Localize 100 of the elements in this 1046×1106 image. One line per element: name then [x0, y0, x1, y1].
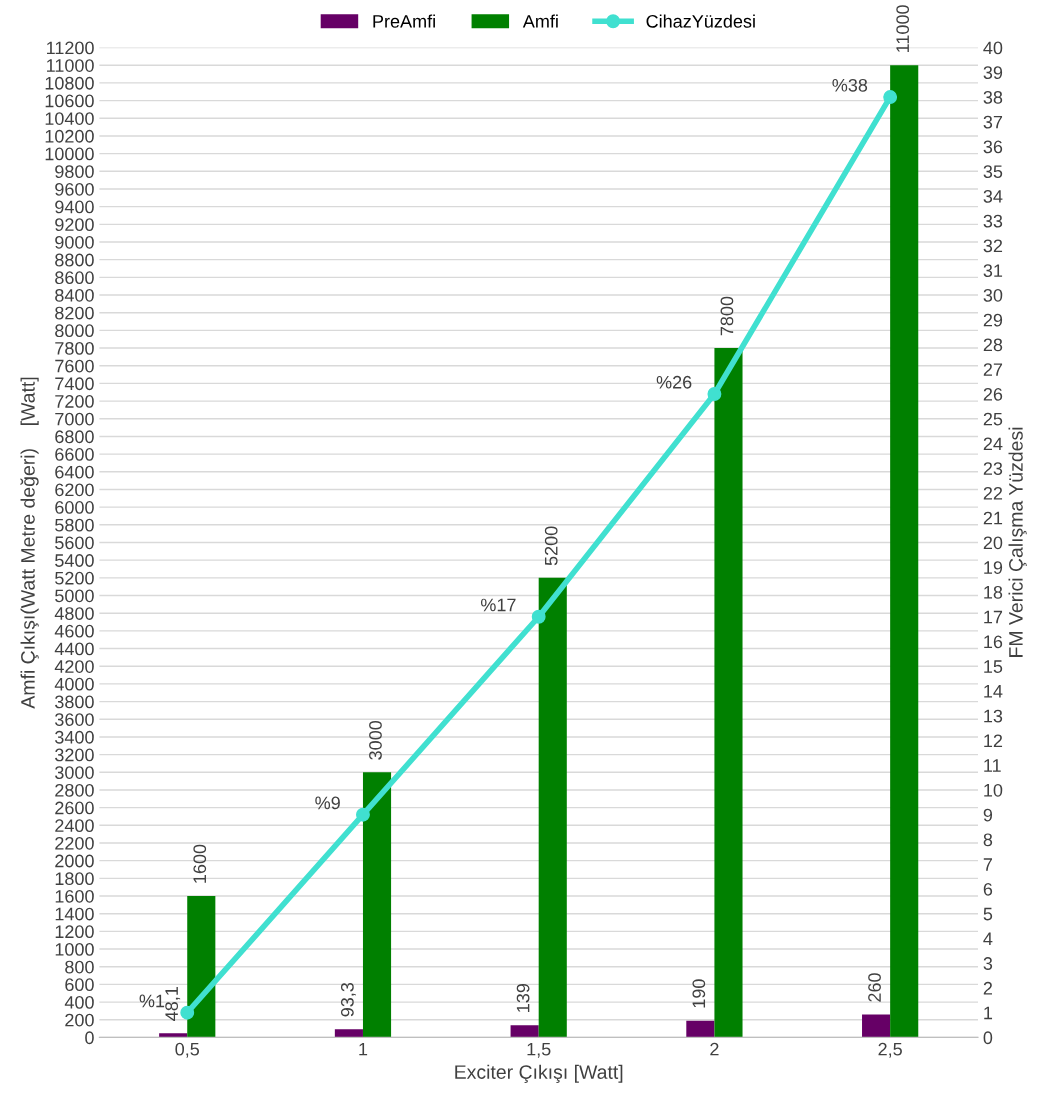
data-label: 93,3 [340, 982, 356, 1017]
y-tick-label: 1600 [55, 889, 94, 903]
y2-tick-label: 39 [983, 66, 1003, 80]
x-tick-label: 2,5 [878, 1042, 902, 1058]
y-tick-label: 4800 [54, 607, 94, 620]
y-tick-label: 7600 [55, 359, 94, 373]
bar [890, 65, 919, 1038]
y2-tick-label: 24 [983, 437, 1003, 451]
y2-tick-label: 22 [983, 486, 1003, 500]
y2-tick-label: 25 [983, 412, 1003, 426]
y2-tick-label: 12 [984, 734, 1003, 748]
y-tick-label: 4600 [54, 624, 94, 638]
bar [862, 1014, 891, 1038]
y2-tick-label: 23 [983, 462, 1003, 475]
y-tick-label: 7200 [55, 395, 94, 408]
y2-tick-label: 2 [983, 981, 993, 995]
point [883, 90, 898, 104]
y-tick-label: 5800 [55, 518, 94, 532]
y2-tick-label: 0 [983, 1031, 993, 1045]
y-tick-label: 1000 [55, 942, 94, 956]
data-label: 190 [692, 979, 706, 1008]
y2-tick-label: 32 [983, 239, 1003, 253]
y-tick-label: 10000 [45, 147, 94, 161]
y-tick-label: 2400 [55, 819, 94, 833]
bar [187, 896, 216, 1038]
bar [159, 1033, 188, 1038]
y-tick-label: 6200 [55, 483, 94, 497]
y-tick-label: 9000 [55, 235, 94, 249]
y-tick-label: 2600 [55, 801, 94, 815]
data-label: %26 [656, 375, 692, 389]
y2-tick-label: 34 [983, 189, 1003, 203]
y-tick-label: 8800 [55, 253, 94, 267]
y-tick-label: 9600 [55, 182, 94, 196]
y-tick-label: 6000 [55, 501, 94, 514]
data-label: %1 [139, 994, 165, 1008]
y-tick-label: 10400 [45, 112, 94, 125]
point [180, 1005, 195, 1020]
data-label: 7800 [720, 296, 734, 336]
y2-tick-label: 28 [983, 338, 1003, 352]
y-tick-label: 3200 [55, 748, 94, 762]
x-tick-label: 0,5 [175, 1042, 200, 1058]
y-axis-title: Amfi Çıkışı(Watt Metre değeri) [Watt] [20, 377, 39, 709]
data-label: %9 [315, 796, 340, 810]
y-tick-label: 5400 [55, 554, 94, 567]
y-tick-label: 5000 [55, 589, 94, 603]
y-tick-label: 8600 [55, 271, 94, 285]
bar [686, 1020, 715, 1038]
y-tick-label: 1800 [55, 872, 94, 886]
y2-tick-label: 18 [984, 585, 1003, 599]
data-label: 1600 [193, 844, 207, 883]
y2-tick-label: 40 [983, 41, 1003, 55]
y2-tick-label: 16 [984, 635, 1003, 649]
y2-tick-label: 11 [984, 759, 1001, 772]
y-tick-label: 5600 [55, 536, 94, 550]
y2-tick-label: 30 [983, 288, 1003, 302]
y2-tick-label: 1 [984, 1006, 993, 1020]
y2-tick-label: 15 [984, 660, 1003, 673]
data-label: 3000 [369, 720, 382, 760]
legend-label: PreAmfi [373, 14, 435, 28]
x-tick-label: 1 [359, 1042, 368, 1056]
y2-tick-label: 27 [983, 363, 1003, 376]
y2-tick-label: 33 [983, 214, 1003, 228]
point [707, 387, 722, 401]
y2-tick-label: 26 [983, 387, 1003, 401]
y2-tick-label: 17 [984, 610, 1003, 624]
data-label: %17 [480, 598, 516, 612]
y-tick-label: 7400 [55, 377, 94, 391]
y-tick-label: 9200 [55, 218, 94, 232]
y-tick-label: 2800 [55, 783, 94, 797]
bar [538, 577, 567, 1038]
y-tick-label: 3800 [55, 695, 94, 709]
y-tick-label: 400 [64, 996, 94, 1009]
y-tick-label: 6800 [55, 430, 94, 444]
data-label: 260 [868, 973, 881, 1002]
y-tick-label: 4400 [54, 642, 94, 656]
y-tick-label: 6600 [55, 448, 94, 461]
y-tick-label: 10600 [45, 94, 94, 108]
y2-tick-label: 5 [983, 907, 993, 921]
y2-tick-label: 3 [983, 957, 993, 970]
y2-tick-label: 8 [983, 833, 993, 847]
y2-axis-title: FM Verici Çalışma Yüzdesi [1008, 427, 1027, 657]
y-tick-label: 9400 [55, 200, 94, 214]
data-label: 48,1 [165, 987, 181, 1021]
x-tick-label: 2 [710, 1042, 719, 1056]
y2-tick-label: 13 [984, 709, 1003, 723]
y2-tick-label: 20 [983, 536, 1003, 550]
y-tick-label: 1400 [55, 907, 94, 921]
legend-label: Amfi [522, 14, 558, 28]
y-tick-label: 8200 [55, 306, 94, 320]
y-tick-label: 3600 [55, 713, 94, 726]
y2-tick-label: 10 [984, 783, 1003, 797]
data-label: 5200 [544, 526, 558, 566]
y-tick-label: 7800 [55, 341, 94, 355]
y-tick-label: 9800 [55, 165, 94, 179]
y2-tick-label: 9 [983, 808, 993, 822]
y2-tick-label: 38 [983, 90, 1003, 104]
data-label: 11000 [896, 5, 910, 52]
y-tick-label: 4000 [54, 677, 94, 691]
y-tick-label: 2200 [55, 836, 94, 850]
y-tick-label: 3400 [55, 730, 94, 744]
